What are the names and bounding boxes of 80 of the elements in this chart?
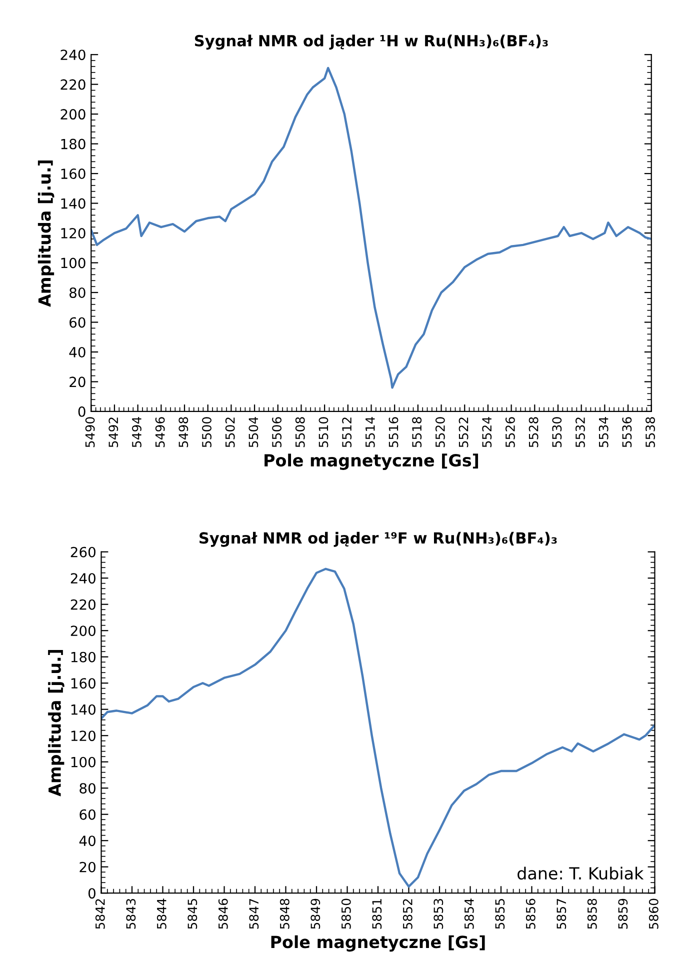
x-tick-label: 5846 bbox=[218, 898, 228, 929]
x-tick-label: 5490 bbox=[85, 417, 95, 448]
x-tick-label: 5843 bbox=[126, 898, 136, 929]
y-tick-label: 120 bbox=[71, 730, 96, 742]
x-tick-label: 5516 bbox=[388, 417, 398, 448]
x-tick-label: 5530 bbox=[552, 417, 562, 448]
x-tick-label: 5528 bbox=[528, 417, 538, 448]
y-tick-label: 160 bbox=[71, 678, 96, 689]
y-tick-label: 80 bbox=[70, 287, 86, 298]
y-tick-label: 100 bbox=[71, 756, 96, 768]
x-tick-label: 5508 bbox=[295, 417, 305, 448]
x-tick-label: 5510 bbox=[318, 417, 328, 448]
x-axis-title: Pole magnetyczne [Gs] bbox=[271, 935, 485, 952]
y-tick-label: 60 bbox=[80, 809, 96, 820]
y-tick-label: 220 bbox=[60, 79, 86, 90]
line-series bbox=[91, 66, 652, 389]
y-axis-title: Amplituda [j.u.] bbox=[48, 650, 64, 796]
y-tick-label: 20 bbox=[70, 376, 86, 388]
x-tick-label: 5845 bbox=[188, 899, 198, 929]
y-tick-label: 240 bbox=[70, 573, 96, 584]
y-tick-label: 160 bbox=[61, 168, 86, 180]
x-tick-label: 5858 bbox=[587, 898, 597, 929]
x-tick-label: 5518 bbox=[412, 417, 422, 448]
y-tick-label: 80 bbox=[80, 783, 96, 794]
y-tick-label: 220 bbox=[70, 599, 96, 610]
y-tick-label: 200 bbox=[60, 109, 86, 120]
y-tick-label: 0 bbox=[78, 406, 86, 417]
x-tick-label: 5524 bbox=[482, 417, 492, 448]
x-tick-label: 5854 bbox=[464, 898, 474, 929]
x-tick-label: 5859 bbox=[618, 898, 628, 929]
y-tick-label: 260 bbox=[70, 546, 96, 558]
x-tick-label: 5492 bbox=[108, 418, 118, 448]
y-tick-label: 140 bbox=[71, 704, 96, 715]
x-tick-label: 5853 bbox=[434, 898, 444, 929]
x-tick-label: 5852 bbox=[402, 899, 412, 929]
y-tick-label: 40 bbox=[69, 346, 86, 358]
x-tick-label: 5536 bbox=[622, 417, 632, 448]
x-tick-label: 5500 bbox=[202, 417, 212, 448]
x-tick-label: 5844 bbox=[156, 898, 166, 929]
x-tick-label: 5534 bbox=[598, 417, 608, 448]
x-tick-label: 5532 bbox=[576, 418, 585, 448]
x-tick-label: 5522 bbox=[458, 418, 468, 448]
x-tick-label: 5498 bbox=[178, 417, 188, 448]
x-tick-label: 5851 bbox=[372, 899, 382, 929]
y-tick-label: 20 bbox=[80, 862, 96, 872]
chart-title: Sygnał NMR od jąder ¹⁹F w Ru(NH₃)₆(BF₄)₃ bbox=[200, 532, 557, 547]
x-tick-label: 5502 bbox=[225, 418, 235, 448]
x-tick-label: 5849 bbox=[310, 898, 320, 929]
y-tick-label: 140 bbox=[61, 198, 86, 209]
y-tick-label: 180 bbox=[71, 652, 96, 662]
x-tick-label: 5514 bbox=[366, 417, 375, 448]
x-tick-label: 5504 bbox=[248, 417, 258, 448]
x-tick-label: 5856 bbox=[526, 898, 536, 929]
x-tick-label: 5538 bbox=[646, 417, 655, 448]
x-tick-label: 5847 bbox=[249, 899, 259, 929]
x-tick-label: 5520 bbox=[435, 417, 445, 448]
y-tick-label: 0 bbox=[88, 888, 96, 899]
x-tick-label: 5842 bbox=[95, 899, 105, 929]
x-tick-label: 5860 bbox=[648, 898, 658, 929]
y-tick-label: 240 bbox=[60, 50, 86, 60]
y-tick-label: 200 bbox=[70, 626, 96, 636]
x-tick-label: 5850 bbox=[341, 898, 351, 929]
x-tick-label: 5848 bbox=[280, 898, 290, 929]
y-tick-label: 40 bbox=[79, 836, 96, 846]
y-tick-label: 120 bbox=[61, 228, 86, 238]
y-axis-title: Amplituda [j.u.] bbox=[38, 160, 54, 307]
x-tick-label: 5496 bbox=[155, 417, 165, 448]
y-tick-label: 180 bbox=[61, 138, 86, 150]
x-axis-title: Pole magnetyczne [Gs] bbox=[264, 454, 478, 470]
x-tick-label: 5512 bbox=[342, 418, 352, 448]
x-tick-label: 5855 bbox=[495, 899, 505, 929]
line-series bbox=[101, 568, 655, 888]
x-tick-label: 5857 bbox=[556, 899, 566, 929]
y-tick-label: 60 bbox=[70, 317, 86, 328]
chart-title: Sygnał NMR od jąder ¹H w Ru(NH₃)₆(BF₄)₃ bbox=[194, 34, 548, 50]
annotation: dane: T. Kubiak bbox=[518, 866, 644, 880]
x-tick-label: 5506 bbox=[272, 417, 282, 448]
x-tick-label: 5526 bbox=[505, 417, 515, 448]
y-tick-label: 100 bbox=[61, 258, 86, 268]
x-tick-label: 5494 bbox=[132, 417, 142, 448]
